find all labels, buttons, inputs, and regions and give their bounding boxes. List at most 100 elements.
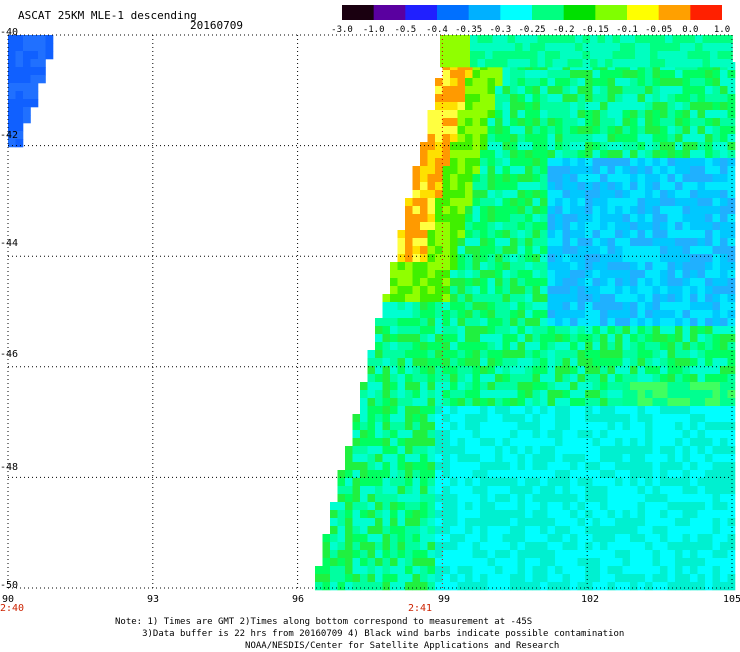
swath-cell <box>615 94 623 103</box>
swath-cell <box>472 582 481 591</box>
swath-cell <box>492 51 501 60</box>
swath-cell <box>435 198 443 207</box>
swath-cell <box>637 366 646 375</box>
swath-cell <box>690 558 698 567</box>
swath-cell <box>577 246 586 255</box>
swath-cell <box>495 414 503 423</box>
swath-cell <box>442 230 451 239</box>
swath-cell <box>435 366 443 375</box>
swath-cell <box>637 566 646 575</box>
swath-cell <box>645 438 653 447</box>
swath-cell <box>652 494 661 503</box>
swath-cell <box>465 246 473 255</box>
swath-cell <box>465 118 473 127</box>
swath-cell <box>360 390 368 399</box>
swath-cell <box>645 126 653 135</box>
swath-cell <box>15 43 24 52</box>
swath-cell <box>577 230 586 239</box>
swath-cell <box>720 430 728 439</box>
swath-cell <box>495 510 503 519</box>
swath-cell <box>660 198 668 207</box>
swath-cell <box>420 430 428 439</box>
swath-cell <box>540 158 548 167</box>
swath-cell <box>465 238 473 247</box>
swath-cell <box>502 446 511 455</box>
swath-cell <box>600 70 608 79</box>
swath-cell <box>315 566 323 575</box>
swath-cell <box>397 390 406 399</box>
swath-cell <box>412 398 421 407</box>
swath-cell <box>682 470 691 479</box>
swath-cell <box>435 230 443 239</box>
swath-cell <box>517 486 526 495</box>
swath-cell <box>480 270 488 279</box>
swath-cell <box>585 366 593 375</box>
swath-cell <box>645 222 653 231</box>
swath-cell <box>517 294 526 303</box>
swath-cell <box>427 270 436 279</box>
swath-cell <box>652 190 661 199</box>
swath-cell <box>495 206 503 215</box>
swath-cell <box>510 254 518 263</box>
swath-cell <box>495 222 503 231</box>
swath-cell <box>38 59 46 68</box>
swath-cell <box>600 286 608 295</box>
swath-cell <box>397 526 406 535</box>
swath-cell <box>420 382 428 391</box>
swath-cell <box>532 246 541 255</box>
swath-cell <box>412 454 421 463</box>
swath-cell <box>525 214 533 223</box>
swath-cell <box>450 390 458 399</box>
swath-cell <box>652 478 661 487</box>
swath-cell <box>427 478 436 487</box>
swath-cell <box>485 35 493 44</box>
swath-cell <box>615 406 623 415</box>
swath-cell <box>435 542 443 551</box>
swath-cell <box>480 454 488 463</box>
swath-cell <box>570 294 578 303</box>
swath-cell <box>615 502 623 511</box>
swath-cell <box>532 78 541 87</box>
swath-cell <box>457 254 466 263</box>
swath-cell <box>630 238 638 247</box>
swath-cell <box>502 246 511 255</box>
swath-cell <box>360 574 368 583</box>
swath-cell <box>635 51 643 60</box>
swath-cell <box>472 238 481 247</box>
swath-cell <box>435 318 443 327</box>
swath-cell <box>397 462 406 471</box>
swath-cell <box>390 414 398 423</box>
swath-cell <box>412 558 421 567</box>
swath-cell <box>585 470 593 479</box>
swath-cell <box>540 86 548 95</box>
swath-cell <box>717 51 726 60</box>
swath-cell <box>487 566 496 575</box>
swath-cell <box>547 318 556 327</box>
swath-cell <box>600 78 608 87</box>
swath-cell <box>697 230 706 239</box>
swath-cell <box>450 254 458 263</box>
swath-cell <box>495 398 503 407</box>
swath-cell <box>607 302 616 311</box>
swath-cell <box>562 486 571 495</box>
swath-cell <box>682 270 691 279</box>
swath-cell <box>577 254 586 263</box>
swath-cell <box>717 43 726 52</box>
swath-cell <box>525 190 533 199</box>
swath-cell <box>570 374 578 383</box>
swath-cell <box>562 494 571 503</box>
swath-cell <box>495 142 503 151</box>
swath-cell <box>622 214 631 223</box>
swath-cell <box>660 254 668 263</box>
swath-cell <box>397 422 406 431</box>
swath-cell <box>480 310 488 319</box>
swath-cell <box>577 118 586 127</box>
swath-cell <box>345 582 353 591</box>
swath-cell <box>500 43 508 52</box>
swath-cell <box>450 518 458 527</box>
swath-cell <box>540 230 548 239</box>
swath-cell <box>585 462 593 471</box>
swath-cell <box>690 350 698 359</box>
swath-cell <box>507 43 516 52</box>
swath-cell <box>637 294 646 303</box>
